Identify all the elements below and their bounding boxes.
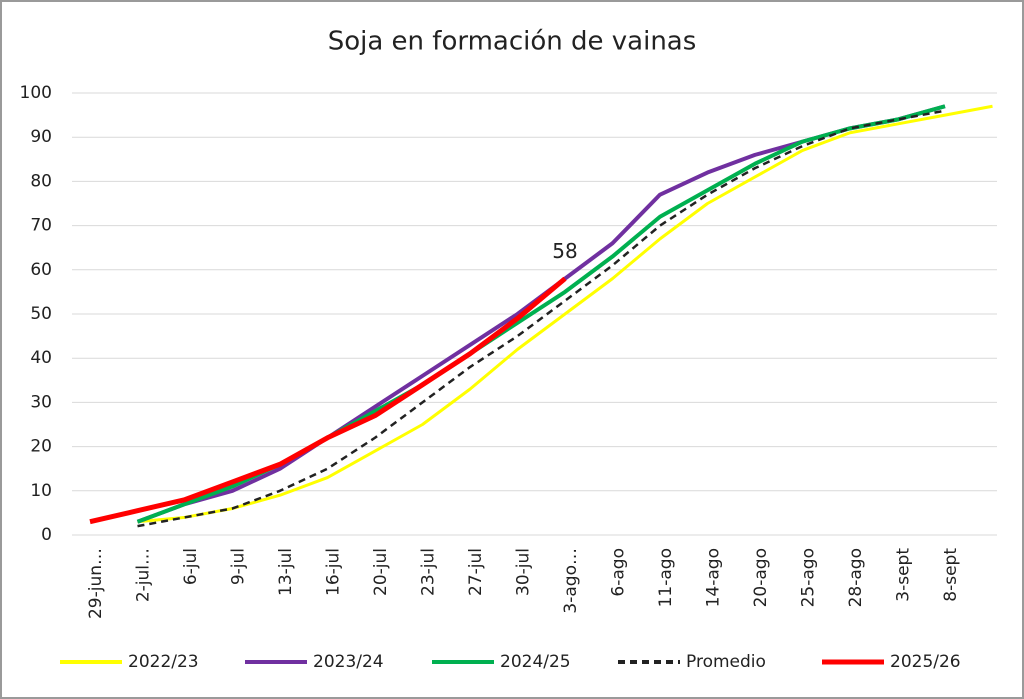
chart-title: Soja en formación de vainas xyxy=(328,27,697,57)
y-tick-label: 40 xyxy=(30,348,52,368)
y-tick-label: 0 xyxy=(41,525,52,545)
x-tick-label: 20-jul xyxy=(371,548,391,596)
x-tick-label: 6-jul xyxy=(181,548,201,585)
y-tick-label: 50 xyxy=(30,304,52,324)
legend-label: 2022/23 xyxy=(128,652,199,672)
x-tick-label: 2-jul… xyxy=(134,548,154,602)
y-tick-label: 10 xyxy=(30,481,52,501)
legend-label: 2024/25 xyxy=(500,652,571,672)
series-line xyxy=(137,104,993,524)
annotation: 58 xyxy=(552,239,577,263)
y-tick-label: 20 xyxy=(30,437,52,457)
series-line xyxy=(137,109,946,528)
legend-item: Promedio xyxy=(618,652,766,672)
legend-item: 2023/24 xyxy=(245,652,384,672)
legend-label: 2023/24 xyxy=(313,652,384,672)
y-tick-label: 70 xyxy=(30,216,52,236)
legend-label: Promedio xyxy=(686,652,766,672)
x-tick-label: 16-jul xyxy=(324,548,344,596)
x-tick-label: 27-jul xyxy=(466,548,486,596)
x-tick-label: 11-ago xyxy=(656,548,676,607)
x-tick-label: 14-ago xyxy=(704,548,724,607)
x-tick-label: 8-sept xyxy=(941,548,961,602)
x-tick-label: 13-jul xyxy=(276,548,296,596)
y-tick-label: 60 xyxy=(30,260,52,280)
legend-label: 2025/26 xyxy=(890,652,961,672)
y-tick-label: 100 xyxy=(20,83,52,103)
x-tick-label: 25-ago xyxy=(799,548,819,607)
legend-item: 2022/23 xyxy=(60,652,199,672)
x-tick-label: 3-sept xyxy=(894,548,914,602)
x-tick-label: 23-jul xyxy=(419,548,439,596)
series-line xyxy=(89,276,567,525)
x-tick-label: 20-ago xyxy=(751,548,771,607)
y-tick-label: 90 xyxy=(30,127,52,147)
legend-item: 2024/25 xyxy=(432,652,571,672)
x-tick-label: 6-ago xyxy=(609,548,629,597)
y-tick-label: 30 xyxy=(30,392,52,412)
x-tick-label: 3-ago… xyxy=(561,548,581,614)
x-tick-label: 30-jul xyxy=(514,548,534,596)
legend-item: 2025/26 xyxy=(822,652,961,672)
x-tick-label: 28-ago xyxy=(846,548,866,607)
x-tick-label: 29-jun… xyxy=(86,548,106,619)
y-tick-label: 80 xyxy=(30,171,52,191)
x-tick-label: 9-jul xyxy=(229,548,249,585)
